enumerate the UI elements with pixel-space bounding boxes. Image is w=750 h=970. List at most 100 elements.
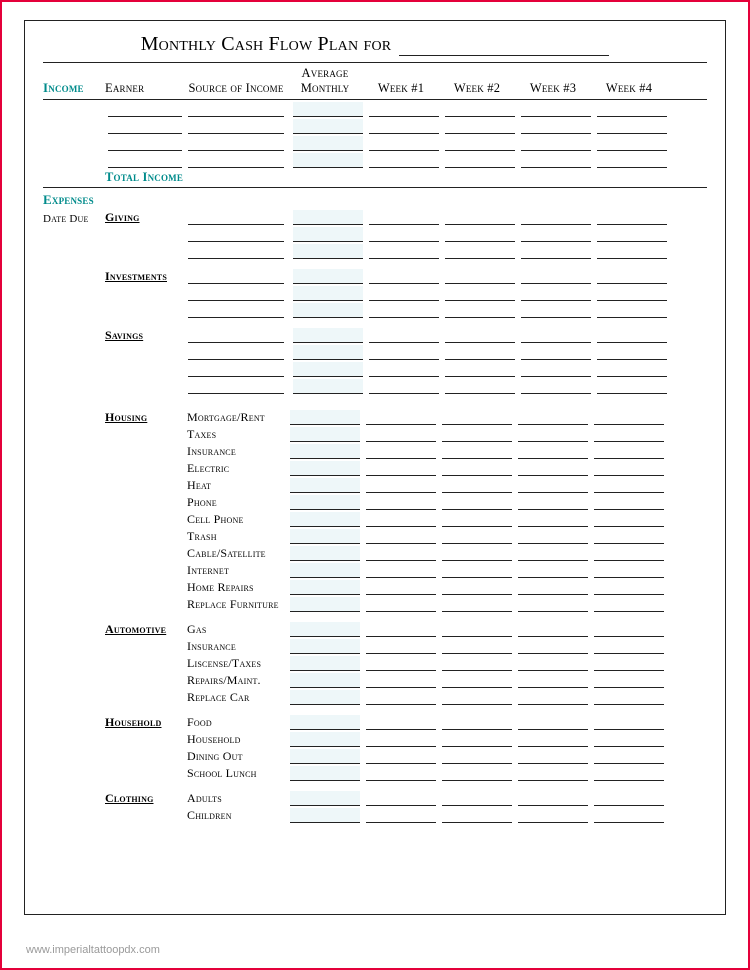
avg-cell[interactable] <box>293 345 363 360</box>
week3-cell[interactable] <box>518 791 588 806</box>
week1-cell[interactable] <box>366 766 436 781</box>
week4-cell[interactable] <box>594 427 664 442</box>
week2-cell[interactable] <box>442 656 512 671</box>
week4-cell[interactable] <box>597 269 667 284</box>
avg-cell[interactable] <box>290 808 360 823</box>
week1-cell[interactable] <box>369 210 439 225</box>
avg-cell[interactable] <box>293 244 363 259</box>
week3-cell[interactable] <box>518 732 588 747</box>
week4-cell[interactable] <box>594 622 664 637</box>
week3-cell[interactable] <box>521 362 591 377</box>
week4-cell[interactable] <box>594 444 664 459</box>
avg-cell[interactable] <box>290 444 360 459</box>
week3-cell[interactable] <box>521 119 591 134</box>
week2-cell[interactable] <box>442 529 512 544</box>
week4-cell[interactable] <box>597 210 667 225</box>
avg-cell[interactable] <box>290 563 360 578</box>
week3-cell[interactable] <box>518 444 588 459</box>
week2-cell[interactable] <box>445 345 515 360</box>
line-item-blank[interactable] <box>188 286 284 301</box>
week2-cell[interactable] <box>442 563 512 578</box>
week1-cell[interactable] <box>366 529 436 544</box>
avg-cell[interactable] <box>293 153 363 168</box>
source-cell[interactable] <box>188 136 284 151</box>
week4-cell[interactable] <box>594 656 664 671</box>
week1-cell[interactable] <box>369 136 439 151</box>
avg-cell[interactable] <box>290 495 360 510</box>
week4-cell[interactable] <box>594 766 664 781</box>
week1-cell[interactable] <box>366 461 436 476</box>
avg-cell[interactable] <box>290 791 360 806</box>
week1-cell[interactable] <box>369 227 439 242</box>
week2-cell[interactable] <box>445 303 515 318</box>
week1-cell[interactable] <box>369 328 439 343</box>
week2-cell[interactable] <box>442 546 512 561</box>
week4-cell[interactable] <box>594 563 664 578</box>
avg-cell[interactable] <box>290 749 360 764</box>
week3-cell[interactable] <box>518 597 588 612</box>
line-item-blank[interactable] <box>188 269 284 284</box>
week3-cell[interactable] <box>518 512 588 527</box>
week4-cell[interactable] <box>594 639 664 654</box>
week4-cell[interactable] <box>594 410 664 425</box>
week3-cell[interactable] <box>518 529 588 544</box>
week1-cell[interactable] <box>369 303 439 318</box>
avg-cell[interactable] <box>290 478 360 493</box>
week1-cell[interactable] <box>366 639 436 654</box>
week3-cell[interactable] <box>518 673 588 688</box>
week3-cell[interactable] <box>521 244 591 259</box>
avg-cell[interactable] <box>290 410 360 425</box>
week4-cell[interactable] <box>594 791 664 806</box>
week4-cell[interactable] <box>594 529 664 544</box>
week3-cell[interactable] <box>521 303 591 318</box>
week2-cell[interactable] <box>442 690 512 705</box>
week2-cell[interactable] <box>442 512 512 527</box>
line-item-blank[interactable] <box>188 227 284 242</box>
week1-cell[interactable] <box>369 269 439 284</box>
source-cell[interactable] <box>188 119 284 134</box>
week2-cell[interactable] <box>442 427 512 442</box>
source-cell[interactable] <box>188 102 284 117</box>
week4-cell[interactable] <box>594 715 664 730</box>
week1-cell[interactable] <box>366 656 436 671</box>
avg-cell[interactable] <box>293 119 363 134</box>
week3-cell[interactable] <box>518 580 588 595</box>
week4-cell[interactable] <box>594 495 664 510</box>
week1-cell[interactable] <box>369 362 439 377</box>
week2-cell[interactable] <box>445 244 515 259</box>
week1-cell[interactable] <box>366 580 436 595</box>
week3-cell[interactable] <box>518 639 588 654</box>
week4-cell[interactable] <box>594 461 664 476</box>
week3-cell[interactable] <box>521 286 591 301</box>
week4-cell[interactable] <box>597 153 667 168</box>
week2-cell[interactable] <box>442 766 512 781</box>
avg-cell[interactable] <box>293 362 363 377</box>
week4-cell[interactable] <box>597 379 667 394</box>
week2-cell[interactable] <box>445 227 515 242</box>
week2-cell[interactable] <box>445 379 515 394</box>
week2-cell[interactable] <box>442 749 512 764</box>
avg-cell[interactable] <box>290 732 360 747</box>
week4-cell[interactable] <box>597 136 667 151</box>
week1-cell[interactable] <box>366 478 436 493</box>
week1-cell[interactable] <box>366 410 436 425</box>
avg-cell[interactable] <box>293 269 363 284</box>
week4-cell[interactable] <box>594 580 664 595</box>
week2-cell[interactable] <box>442 732 512 747</box>
avg-cell[interactable] <box>293 210 363 225</box>
week2-cell[interactable] <box>445 210 515 225</box>
week3-cell[interactable] <box>521 136 591 151</box>
avg-cell[interactable] <box>293 328 363 343</box>
week4-cell[interactable] <box>597 303 667 318</box>
week1-cell[interactable] <box>366 732 436 747</box>
avg-cell[interactable] <box>290 580 360 595</box>
week3-cell[interactable] <box>518 410 588 425</box>
week3-cell[interactable] <box>518 749 588 764</box>
avg-cell[interactable] <box>290 512 360 527</box>
avg-cell[interactable] <box>293 286 363 301</box>
week1-cell[interactable] <box>366 622 436 637</box>
line-item-blank[interactable] <box>188 328 284 343</box>
week3-cell[interactable] <box>521 328 591 343</box>
week1-cell[interactable] <box>366 715 436 730</box>
week2-cell[interactable] <box>442 639 512 654</box>
